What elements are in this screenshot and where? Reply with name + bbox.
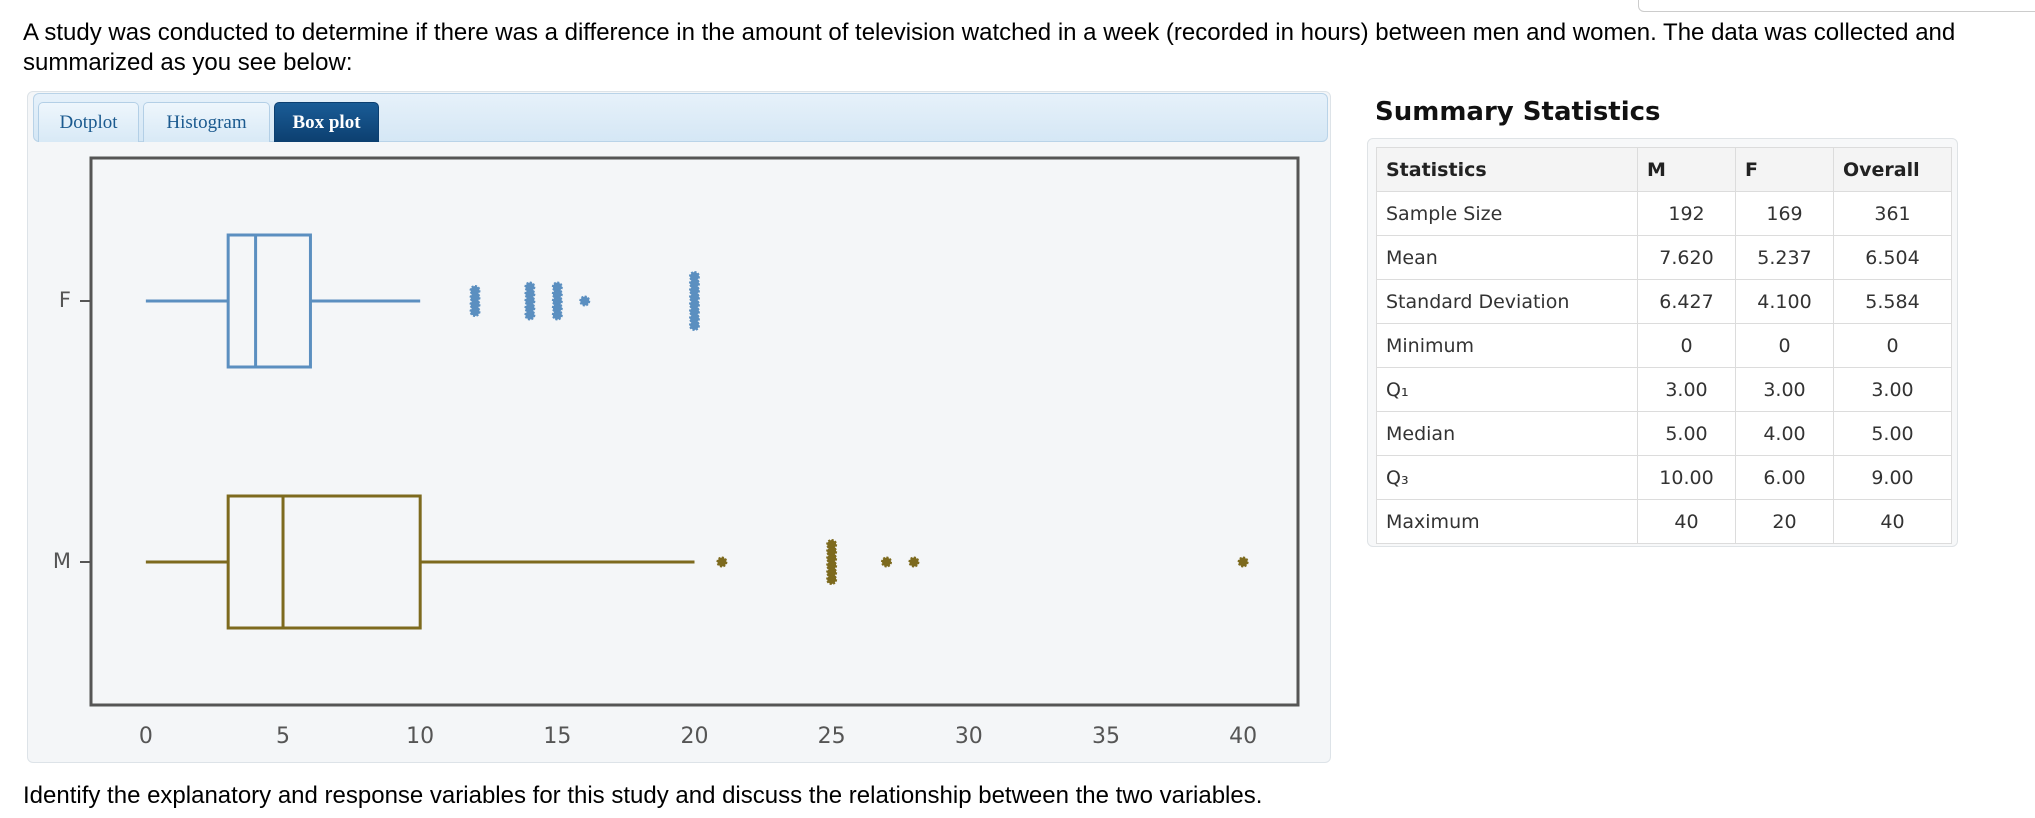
table-row: Standard Deviation 6.427 4.100 5.584: [1376, 279, 1952, 324]
label-cell: Maximum: [1376, 499, 1638, 544]
value-cell: 0: [1833, 323, 1952, 368]
value-cell: 361: [1833, 191, 1952, 236]
outlier: [826, 574, 838, 585]
outlier: [881, 556, 893, 568]
outlier: [524, 309, 536, 321]
table-row: Minimum 0 0 0: [1376, 323, 1952, 368]
header-cell: Statistics: [1376, 147, 1638, 192]
table-row: Median 5.00 4.00 5.00: [1376, 411, 1952, 456]
table-row: Q₃ 10.00 6.00 9.00: [1376, 455, 1952, 500]
value-cell: 0: [1637, 323, 1736, 368]
value-cell: 9.00: [1833, 455, 1952, 500]
value-cell: 10.00: [1637, 455, 1736, 500]
outlier: [579, 295, 591, 307]
value-cell: 5.00: [1637, 411, 1736, 456]
x-tick-label: 25: [818, 724, 846, 749]
intro-text: A study was conducted to determine if th…: [23, 19, 1956, 76]
value-cell: 3.00: [1735, 367, 1834, 412]
outlier: [469, 306, 481, 317]
box: [226, 494, 422, 630]
label-cell: Q₁: [1376, 367, 1638, 412]
header-cell: M: [1637, 147, 1736, 192]
y-tick-label: F: [59, 288, 71, 312]
outlier: [908, 556, 920, 568]
x-tick-label: 0: [139, 724, 153, 749]
value-cell: 192: [1637, 191, 1736, 236]
x-tick-label: 20: [681, 724, 709, 749]
header-cell: Overall: [1833, 147, 1952, 192]
outlier: [716, 556, 728, 568]
label-cell: Q₃: [1376, 455, 1638, 500]
box-plot: 0 5 10 15 20 25 30 35 40 F M: [53, 156, 1300, 749]
value-cell: 6.00: [1735, 455, 1834, 500]
value-cell: 5.237: [1735, 235, 1834, 280]
y-tick-label: M: [53, 549, 71, 573]
value-cell: 3.00: [1637, 367, 1736, 412]
label-cell: Sample Size: [1376, 191, 1638, 236]
x-tick-label: 15: [543, 724, 571, 749]
label-cell: Minimum: [1376, 323, 1638, 368]
outlier: [689, 320, 700, 331]
outlier: [551, 309, 563, 321]
value-cell: 3.00: [1833, 367, 1952, 412]
corner-box: [1638, 0, 2035, 12]
value-cell: 6.504: [1833, 235, 1952, 280]
header-row: Statistics M F Overall: [1376, 147, 1952, 192]
value-cell: 40: [1833, 499, 1952, 544]
value-cell: 4.00: [1735, 411, 1834, 456]
header-cell: F: [1735, 147, 1834, 192]
outlier: [1237, 556, 1249, 568]
summary-table: Statistics M F Overall Sample Size 192 169 361 M…: [1376, 147, 1952, 544]
table-row: Q₁ 3.00 3.00 3.00: [1376, 367, 1952, 412]
summary-title: Summary Statistics: [1375, 97, 1661, 127]
table-row: Mean 7.620 5.237 6.504: [1376, 235, 1952, 280]
label-cell: Standard Deviation: [1376, 279, 1638, 324]
value-cell: 5.584: [1833, 279, 1952, 324]
x-tick-label: 40: [1229, 724, 1257, 749]
question-text: Identify the explanatory and response va…: [23, 782, 1263, 809]
table-row: Maximum 40 20 40: [1376, 499, 1952, 544]
value-cell: 40: [1637, 499, 1736, 544]
value-cell: 20: [1735, 499, 1834, 544]
value-cell: 5.00: [1833, 411, 1952, 456]
value-cell: 169: [1735, 191, 1834, 236]
tab-active[interactable]: Box plot: [274, 102, 379, 142]
value-cell: 7.620: [1637, 235, 1736, 280]
x-tick-label: 5: [276, 724, 290, 749]
value-cell: 4.100: [1735, 279, 1834, 324]
x-tick-label: 10: [406, 724, 434, 749]
value-cell: 6.427: [1637, 279, 1736, 324]
tab[interactable]: Dotplot: [38, 102, 139, 142]
table-row: Sample Size 192 169 361: [1376, 191, 1952, 236]
label-cell: Median: [1376, 411, 1638, 456]
value-cell: 0: [1735, 323, 1834, 368]
x-tick-label: 30: [955, 724, 983, 749]
tab[interactable]: Histogram: [143, 102, 270, 142]
label-cell: Mean: [1376, 235, 1638, 280]
x-tick-label: 35: [1092, 724, 1120, 749]
box: [226, 233, 312, 369]
plot-area: [89, 156, 1300, 707]
